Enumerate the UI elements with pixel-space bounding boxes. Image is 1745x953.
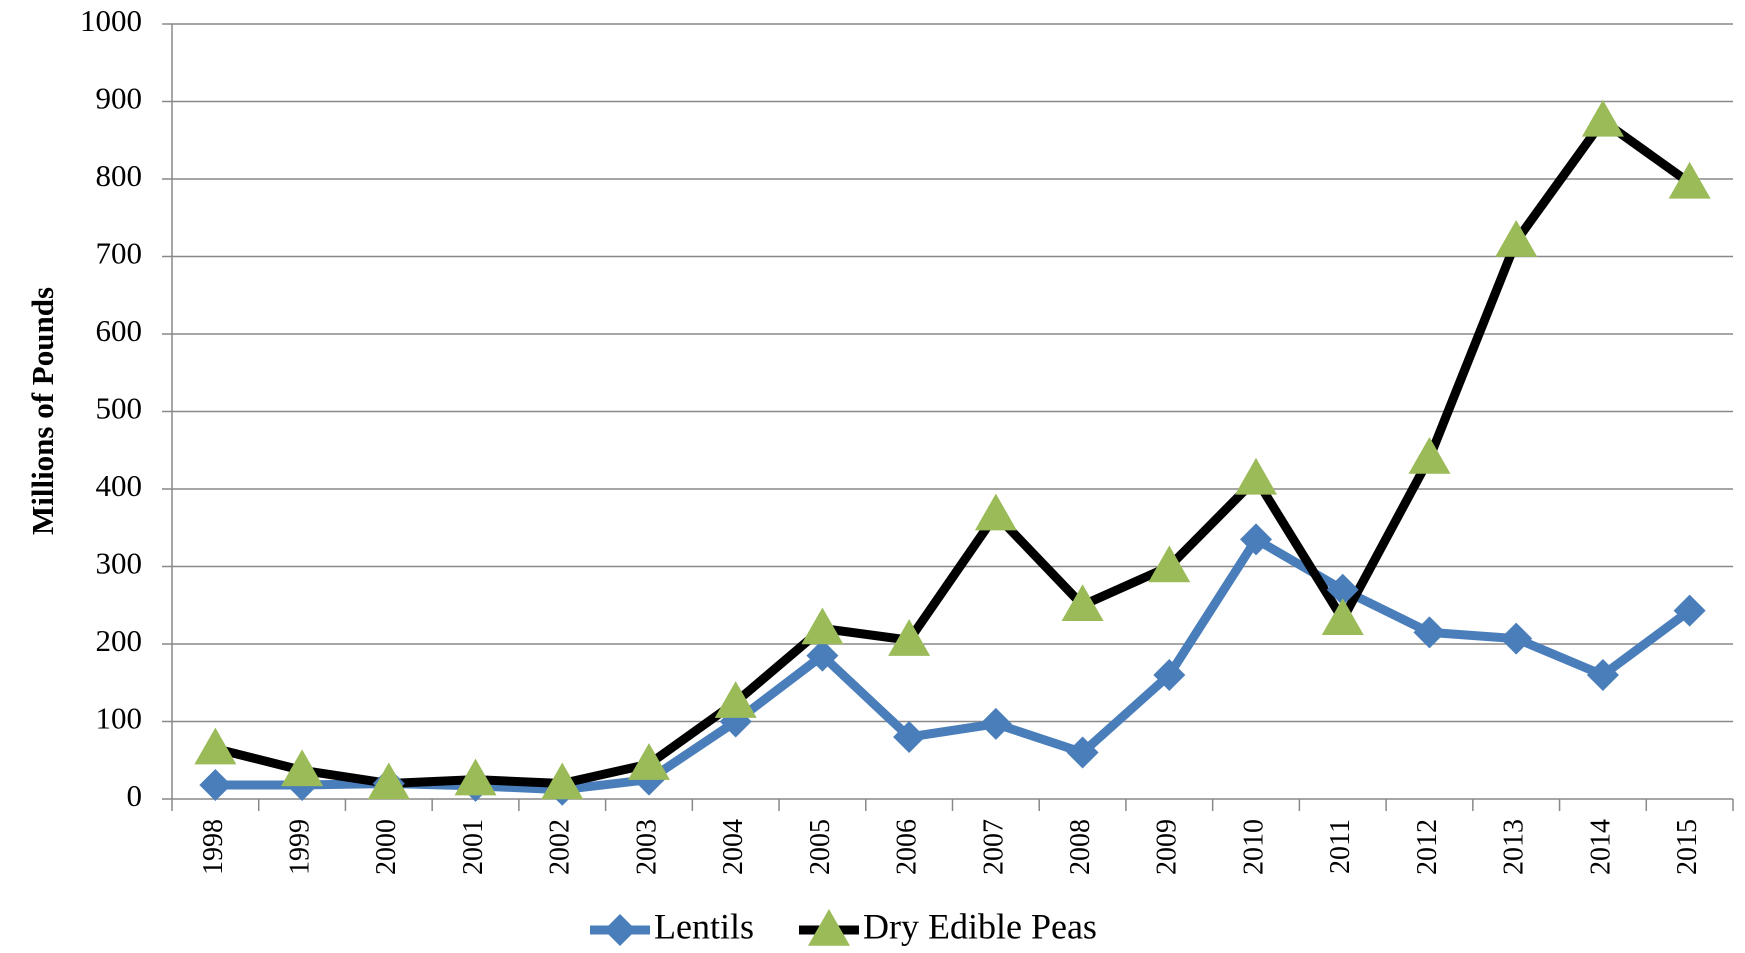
x-tick-label: 2004 <box>718 819 749 875</box>
y-tick-label: 500 <box>96 391 143 426</box>
legend-marker <box>604 914 636 946</box>
data-point <box>1153 659 1186 691</box>
data-point <box>1500 622 1533 655</box>
data-point <box>893 721 926 753</box>
data-point <box>1066 736 1099 769</box>
x-tick-label: 2009 <box>1152 819 1183 875</box>
x-tick-label: 2003 <box>631 819 662 875</box>
series-line <box>214 116 1693 788</box>
y-tick-label: 300 <box>96 546 143 581</box>
data-point <box>1668 161 1711 199</box>
data-point <box>194 727 237 765</box>
legend-marker <box>807 909 850 946</box>
data-point <box>1413 616 1446 649</box>
y-tick-label: 1000 <box>80 3 142 38</box>
data-point <box>541 762 584 800</box>
data-point <box>888 619 931 656</box>
data-point <box>801 607 844 645</box>
legend-label: Dry Edible Peas <box>863 906 1097 946</box>
x-tick-label: 2014 <box>1585 819 1616 875</box>
x-tick-label: 2001 <box>458 819 489 875</box>
y-tick-label: 0 <box>127 778 143 813</box>
data-point <box>1495 220 1538 257</box>
y-tick-label: 900 <box>96 81 143 116</box>
y-tick-label: 800 <box>96 158 143 193</box>
data-point <box>627 743 670 780</box>
data-point <box>806 639 839 672</box>
y-tick-label: 200 <box>96 623 143 658</box>
data-point <box>1581 99 1624 137</box>
y-axis-label: Millions of Pounds <box>25 287 60 535</box>
x-tick-label: 1998 <box>198 819 229 875</box>
x-tick-label: 2000 <box>371 819 402 875</box>
data-point <box>979 707 1012 740</box>
data-point <box>281 749 324 787</box>
x-tick-label: 2005 <box>805 819 836 875</box>
x-tick-label: 2010 <box>1238 819 1269 875</box>
x-tick-label: 2007 <box>978 819 1009 875</box>
data-point <box>367 762 410 800</box>
x-tick-label: 2015 <box>1672 819 1703 875</box>
x-tick-label: 2011 <box>1325 819 1356 874</box>
data-point <box>1148 545 1191 583</box>
x-tick-label: 2002 <box>545 819 576 875</box>
y-tick-label: 700 <box>96 236 143 271</box>
y-tick-label: 100 <box>96 701 143 736</box>
y-tick-label: 600 <box>96 313 143 348</box>
data-point <box>199 769 232 802</box>
data-point <box>1235 457 1278 495</box>
data-point <box>1326 573 1359 606</box>
data-point <box>1061 584 1104 621</box>
legend-label: Lentils <box>654 906 754 946</box>
x-tick-label: 2012 <box>1412 819 1443 875</box>
data-point <box>714 681 757 718</box>
y-tick-label: 400 <box>96 468 143 503</box>
x-tick-label: 2006 <box>892 819 923 875</box>
data-point <box>1586 659 1619 691</box>
x-tick-label: 2013 <box>1499 819 1530 875</box>
data-point <box>1673 594 1706 627</box>
data-point <box>1321 598 1364 635</box>
x-tick-label: 1999 <box>285 819 316 875</box>
data-point <box>454 758 497 796</box>
x-tick-label: 2008 <box>1065 819 1096 875</box>
data-point <box>1408 437 1451 474</box>
data-point <box>1240 523 1273 556</box>
data-point <box>974 493 1017 531</box>
